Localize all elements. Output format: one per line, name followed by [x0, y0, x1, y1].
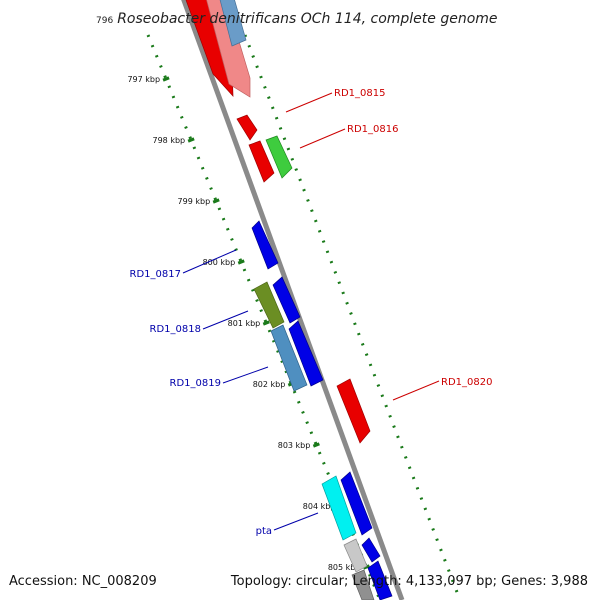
- gene-arrow-reverse[interactable]: [343, 538, 368, 573]
- genome-summary-text: Topology: circular; Length: 4,133,097 bp…: [230, 574, 588, 589]
- gene-label-rd1-0820[interactable]: RD1_0820: [441, 377, 492, 388]
- leader-pta: [273, 512, 319, 531]
- gene-arrow-reverse[interactable]: [321, 475, 357, 541]
- tick-mark: [212, 198, 220, 204]
- tick-mark: [262, 320, 270, 326]
- tick-label: 803 kbp: [278, 441, 311, 450]
- tick-mark: [362, 564, 371, 570]
- gene-label-rd1-0818[interactable]: RD1_0818: [150, 324, 201, 335]
- gene-label-leaders: [182, 92, 440, 531]
- leader-rd1-0820: [392, 380, 440, 401]
- tick-mark: [187, 137, 195, 143]
- gene-arrow-forward[interactable]: [336, 378, 371, 444]
- tick-mark: [237, 259, 245, 265]
- tick-label: 801 kbp: [228, 319, 261, 328]
- gene-features: [185, 0, 393, 600]
- leader-rd1-0818: [202, 310, 249, 330]
- leader-rd1-0815: [285, 92, 333, 113]
- gene-arrow-reverse[interactable]: [251, 220, 279, 270]
- tick-label: 798 kbp: [153, 136, 186, 145]
- organism-title: Roseobacter denitrificans OCh 114, compl…: [117, 11, 498, 27]
- gene-arrow-reverse[interactable]: [367, 560, 393, 600]
- gene-arrow-reverse[interactable]: [288, 320, 324, 387]
- tick-label: 805 kbp: [328, 563, 361, 572]
- gene-arrow-forward[interactable]: [217, 0, 247, 47]
- gene-arrow-forward[interactable]: [205, 0, 251, 98]
- gene-arrow-forward[interactable]: [248, 140, 275, 183]
- gene-arrow-reverse[interactable]: [253, 281, 285, 329]
- gene-label-pta[interactable]: pta: [256, 526, 272, 537]
- map-title: 796 Roseobacter denitrificans OCh 114, co…: [96, 8, 498, 27]
- tick-mark: [162, 76, 170, 82]
- outer-guide-line: [243, 34, 462, 600]
- gene-label-rd1-0816[interactable]: RD1_0816: [347, 124, 398, 135]
- gene-arrow-reverse[interactable]: [361, 537, 381, 563]
- gene-label-rd1-0819[interactable]: RD1_0819: [170, 378, 221, 389]
- leader-rd1-0817: [182, 249, 237, 274]
- tick-label: 800 kbp: [203, 258, 236, 267]
- leader-rd1-0819: [222, 366, 269, 384]
- gene-label-rd1-0817[interactable]: RD1_0817: [130, 269, 181, 280]
- accession-text: Accession: NC_008209: [9, 574, 157, 589]
- tick-label: 797 kbp: [127, 75, 160, 84]
- tick-label: 804 kbp: [303, 502, 336, 511]
- genome-backbone: [181, 0, 405, 600]
- start-position-marker: 796: [96, 16, 114, 26]
- tick-label: 802 kbp: [253, 380, 286, 389]
- gene-label-rd1-0815[interactable]: RD1_0815: [334, 88, 385, 99]
- gene-arrow-reverse[interactable]: [270, 324, 308, 392]
- gene-arrow-forward[interactable]: [236, 114, 258, 141]
- gene-arrow-forward[interactable]: [265, 135, 293, 179]
- tick-mark: [312, 442, 320, 448]
- gene-arrow-reverse[interactable]: [351, 569, 375, 600]
- gene-arrow-reverse[interactable]: [340, 471, 373, 536]
- gene-labels: RD1_0815 RD1_0816 RD1_0817 RD1_0818 RD1_…: [130, 88, 493, 537]
- gene-arrow-reverse[interactable]: [272, 276, 301, 324]
- leader-rd1-0816: [299, 128, 346, 149]
- tick-label: 799 kbp: [178, 197, 211, 206]
